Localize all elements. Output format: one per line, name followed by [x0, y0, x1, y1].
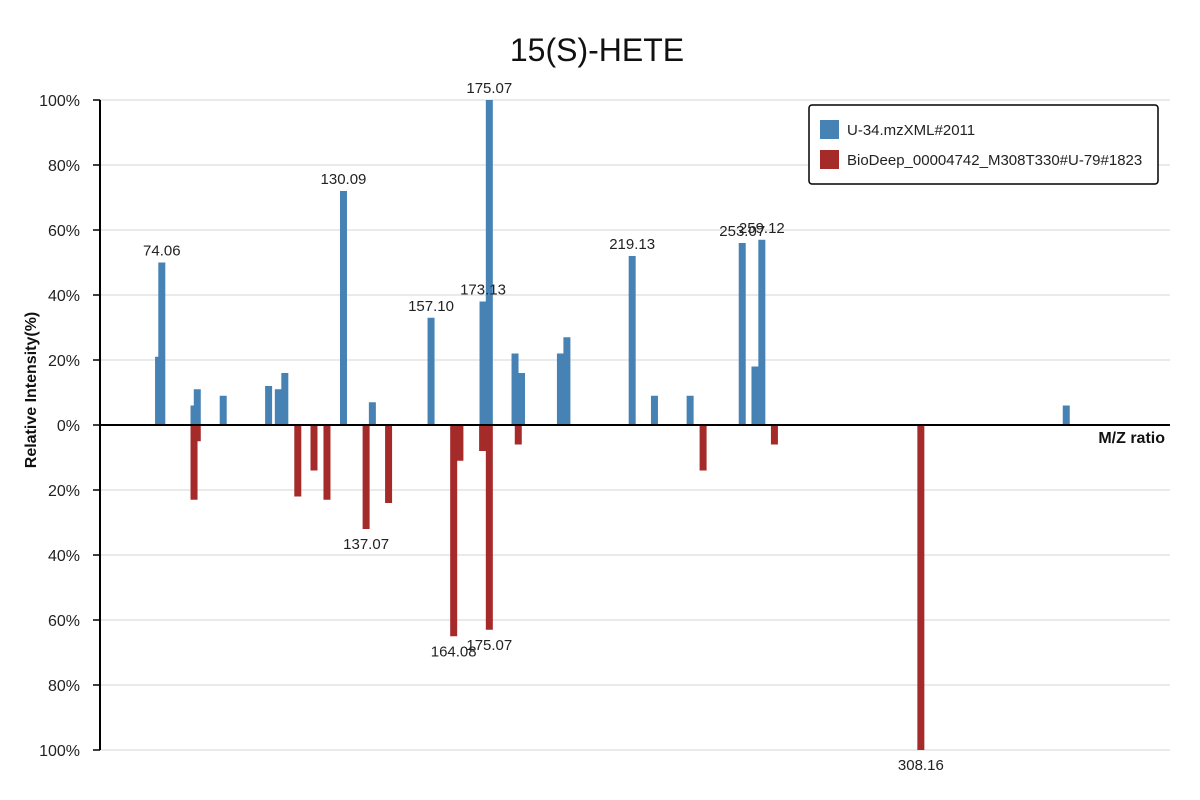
peak-label: 173.13 [460, 282, 506, 299]
peak-label: 130.09 [321, 171, 367, 188]
y-tick-label: 60% [48, 223, 80, 240]
reference-peak-bar [514, 425, 522, 445]
query-peak-bar [758, 239, 766, 425]
query-peak-bar [479, 301, 487, 425]
y-tick-label: 60% [48, 613, 80, 630]
query-peak-bar [650, 395, 658, 425]
legend-swatch-series-2 [820, 150, 839, 169]
reference-peak-bar [485, 425, 493, 630]
y-tick-label: 20% [48, 483, 80, 500]
query-peak-bar [518, 373, 526, 425]
query-peak-bar [427, 317, 435, 425]
reference-peak-bar [385, 425, 393, 503]
reference-peak-bar [770, 425, 778, 445]
y-tick-label: 80% [48, 678, 80, 695]
peak-label: 308.16 [898, 757, 944, 774]
reference-peak-bar [294, 425, 302, 497]
reference-peak-bar [362, 425, 370, 529]
peak-label: 137.07 [343, 536, 389, 553]
peak-label: 164.08 [431, 643, 477, 660]
chart-title: 15(S)-HETE [510, 32, 684, 68]
reference-peak-bar [323, 425, 331, 500]
reference-peak-bar [310, 425, 318, 471]
query-peak-bar [628, 256, 636, 425]
peak-label: 259.12 [739, 220, 785, 237]
y-tick-label: 0% [57, 418, 80, 435]
query-peak-bar [219, 395, 227, 425]
query-peak-bar [368, 402, 376, 425]
reference-peak-bar [456, 425, 464, 461]
query-peak-bar [556, 353, 564, 425]
axes: 100% 80% 60% 40% 20% 0% 20% 40% 60% 80% 100% [39, 93, 1170, 760]
bars [155, 100, 1070, 750]
query-peak-bar [265, 386, 273, 425]
peak-labels: 74.06 130.09 157.10 173.13 175.07 219.13 253.0… [143, 80, 944, 774]
query-peak-bar [751, 366, 759, 425]
y-tick-label: 80% [48, 158, 80, 175]
peak-label: 175.07 [466, 637, 512, 654]
legend-label-series-1: U-34.mzXML#2011 [847, 122, 975, 139]
query-peak-bar [158, 262, 166, 425]
y-tick-label: 20% [48, 353, 80, 370]
peak-label: 253.07 [719, 223, 765, 240]
query-peak-bar [511, 353, 519, 425]
query-peak-bar [1062, 405, 1070, 425]
y-tick-label: 40% [48, 288, 80, 305]
query-peak-bar [485, 100, 493, 425]
reference-peak-bar [193, 425, 201, 442]
query-peak-bar [738, 243, 746, 425]
y-axis-title: Relative Intensity(%) [23, 312, 40, 468]
query-peak-bar [281, 373, 289, 425]
reference-peak-bar [479, 425, 487, 451]
query-peak-bar [193, 389, 201, 425]
peak-label: 157.10 [408, 298, 454, 315]
legend-box [808, 104, 1159, 185]
legend-label-series-2: BioDeep_00004742_M308T330#U-79#1823 [847, 152, 1142, 169]
peak-label: 74.06 [143, 243, 181, 260]
reference-peak-bar [190, 425, 198, 500]
query-peak-bar [339, 191, 347, 425]
legend-swatch-series-1 [820, 120, 839, 139]
query-peak-bar [563, 337, 571, 425]
peak-label: 175.07 [466, 80, 512, 97]
reference-peak-bar [699, 425, 707, 471]
reference-peak-bar [917, 425, 925, 750]
reference-peak-bar [450, 425, 458, 637]
y-tick-label: 40% [48, 548, 80, 565]
query-peak-bar [686, 395, 694, 425]
y-tick-label: 100% [39, 743, 80, 760]
legend: U-34.mzXML#2011 BioDeep_00004742_M308T33… [808, 104, 1159, 185]
x-axis-title: M/Z ratio [1098, 430, 1165, 447]
peak-label: 219.13 [609, 236, 655, 253]
y-tick-label: 100% [39, 93, 80, 110]
query-peak-bar [274, 389, 282, 425]
